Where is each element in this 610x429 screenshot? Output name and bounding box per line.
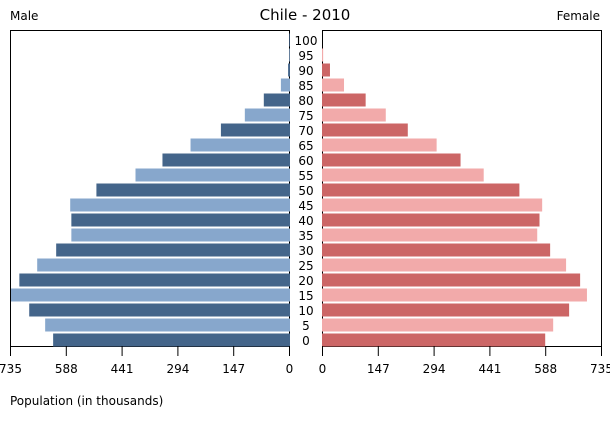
age-label-60: 60: [298, 154, 313, 168]
male-bar-5: [45, 318, 290, 332]
male-bar-30: [56, 243, 290, 257]
age-label-55: 55: [298, 169, 313, 183]
female-bar-75: [322, 108, 386, 122]
age-label-85: 85: [298, 79, 313, 93]
female-bar-5: [322, 318, 554, 332]
female-bar-55: [322, 168, 484, 182]
female-bar-50: [322, 183, 520, 197]
male-bar-55: [135, 168, 290, 182]
male-bar-90: [288, 63, 290, 77]
female-tick-label-588: 588: [534, 362, 557, 376]
male-tick-label-294: 294: [166, 362, 189, 376]
age-label-90: 90: [298, 64, 313, 78]
age-label-35: 35: [298, 229, 313, 243]
female-tick-label-441: 441: [478, 362, 501, 376]
female-bar-35: [322, 228, 538, 242]
male-bar-75: [244, 108, 290, 122]
age-label-30: 30: [298, 244, 313, 258]
male-bar-100: [289, 33, 290, 47]
chart-title: Chile - 2010: [260, 6, 351, 24]
male-bar-10: [29, 303, 291, 317]
male-tick-label-735: 735: [0, 362, 22, 376]
female-bar-0: [322, 333, 546, 347]
male-bar-40: [71, 213, 290, 227]
female-label: Female: [557, 9, 600, 23]
male-bar-0: [53, 333, 291, 347]
age-label-100: 100: [295, 34, 318, 48]
female-tick-label-294: 294: [423, 362, 446, 376]
female-bar-30: [322, 243, 551, 257]
female-bar-65: [322, 138, 437, 152]
age-label-0: 0: [302, 334, 310, 348]
age-label-10: 10: [298, 304, 313, 318]
male-bar-15: [11, 288, 290, 302]
female-bar-60: [322, 153, 461, 167]
female-bar-10: [322, 303, 570, 317]
age-label-20: 20: [298, 274, 313, 288]
female-tick-label-0: 0: [319, 362, 327, 376]
male-bar-45: [70, 198, 290, 212]
male-tick-label-0: 0: [286, 362, 294, 376]
male-bar-50: [96, 183, 290, 197]
age-label-25: 25: [298, 259, 313, 273]
female-bar-45: [322, 198, 543, 212]
age-label-80: 80: [298, 94, 313, 108]
male-label: Male: [10, 9, 38, 23]
female-bar-40: [322, 213, 540, 227]
male-tick-label-147: 147: [222, 362, 245, 376]
female-bar-95: [322, 48, 324, 62]
male-bar-65: [190, 138, 290, 152]
age-label-75: 75: [298, 109, 313, 123]
female-bar-90: [322, 63, 330, 77]
female-bar-70: [322, 123, 408, 137]
male-bar-80: [263, 93, 290, 107]
male-bar-20: [19, 273, 291, 287]
female-bar-25: [322, 258, 567, 272]
male-bar-60: [162, 153, 290, 167]
female-tick-label-735: 735: [590, 362, 610, 376]
age-label-65: 65: [298, 139, 313, 153]
male-tick-label-441: 441: [111, 362, 134, 376]
age-label-15: 15: [298, 289, 313, 303]
female-bar-20: [322, 273, 581, 287]
male-tick-label-588: 588: [55, 362, 78, 376]
age-label-40: 40: [298, 214, 313, 228]
female-bar-15: [322, 288, 587, 302]
male-bar-25: [37, 258, 291, 272]
age-label-45: 45: [298, 199, 313, 213]
age-label-95: 95: [298, 49, 313, 63]
male-bar-85: [280, 78, 290, 92]
male-bar-35: [71, 228, 290, 242]
age-label-70: 70: [298, 124, 313, 138]
male-bar-70: [220, 123, 290, 137]
age-label-5: 5: [302, 319, 310, 333]
male-bar-95: [289, 48, 290, 62]
female-bar-80: [322, 93, 366, 107]
female-bar-85: [322, 78, 345, 92]
age-label-50: 50: [298, 184, 313, 198]
female-tick-label-147: 147: [367, 362, 390, 376]
x-axis-label: Population (in thousands): [10, 394, 163, 408]
